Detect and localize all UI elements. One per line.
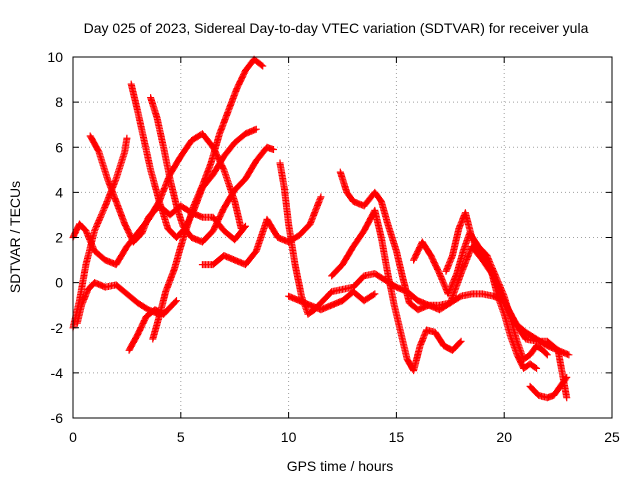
x-tick-label: 0 bbox=[69, 429, 77, 445]
series-track-17 bbox=[526, 373, 571, 402]
series-track-4 bbox=[125, 297, 180, 354]
x-tick-label: 5 bbox=[177, 429, 185, 445]
x-tick-label: 10 bbox=[281, 429, 297, 445]
y-tick-label: -4 bbox=[51, 365, 64, 381]
data-point-trail bbox=[328, 206, 465, 375]
data-point-trail bbox=[470, 238, 571, 402]
x-tick-label: 15 bbox=[389, 429, 405, 445]
y-axis-label: SDTVAR / TECUs bbox=[7, 181, 23, 293]
data-point-trail bbox=[336, 168, 573, 359]
chart-title: Day 025 of 2023, Sidereal Day-to-day VTE… bbox=[84, 20, 589, 36]
series-track-12 bbox=[336, 168, 573, 359]
y-tick-label: 0 bbox=[55, 275, 63, 291]
series-track-6 bbox=[147, 94, 278, 246]
y-tick-label: 6 bbox=[55, 139, 63, 155]
y-tick-labels: -6 -4 -2 0 2 4 6 8 10 bbox=[47, 49, 63, 426]
x-axis-label: GPS time / hours bbox=[287, 458, 394, 474]
series-track-11 bbox=[285, 288, 379, 314]
y-tick-label: -2 bbox=[51, 320, 64, 336]
x-tick-labels: 0 5 10 15 20 25 bbox=[69, 429, 620, 445]
axis-ticks bbox=[72, 56, 613, 419]
y-tick-label: 10 bbox=[47, 49, 63, 65]
x-tick-label: 25 bbox=[604, 429, 620, 445]
x-tick-label: 20 bbox=[496, 429, 512, 445]
data-point-trail bbox=[73, 279, 163, 327]
data-points bbox=[69, 55, 573, 402]
data-point-trail bbox=[198, 193, 325, 269]
data-point-trail bbox=[285, 288, 379, 314]
y-tick-label: 8 bbox=[55, 94, 63, 110]
series-track-7 bbox=[149, 55, 267, 343]
series-track-9 bbox=[198, 193, 325, 269]
series-track-16 bbox=[470, 238, 571, 402]
y-tick-label: -6 bbox=[51, 410, 64, 426]
data-point-trail bbox=[125, 297, 180, 354]
series-track-8 bbox=[73, 279, 163, 327]
data-point-trail bbox=[149, 55, 267, 343]
data-point-trail bbox=[526, 373, 571, 402]
data-point-trail bbox=[147, 94, 278, 246]
series-track-13 bbox=[328, 206, 465, 375]
y-tick-label: 2 bbox=[55, 230, 63, 246]
y-tick-label: 4 bbox=[55, 184, 63, 200]
